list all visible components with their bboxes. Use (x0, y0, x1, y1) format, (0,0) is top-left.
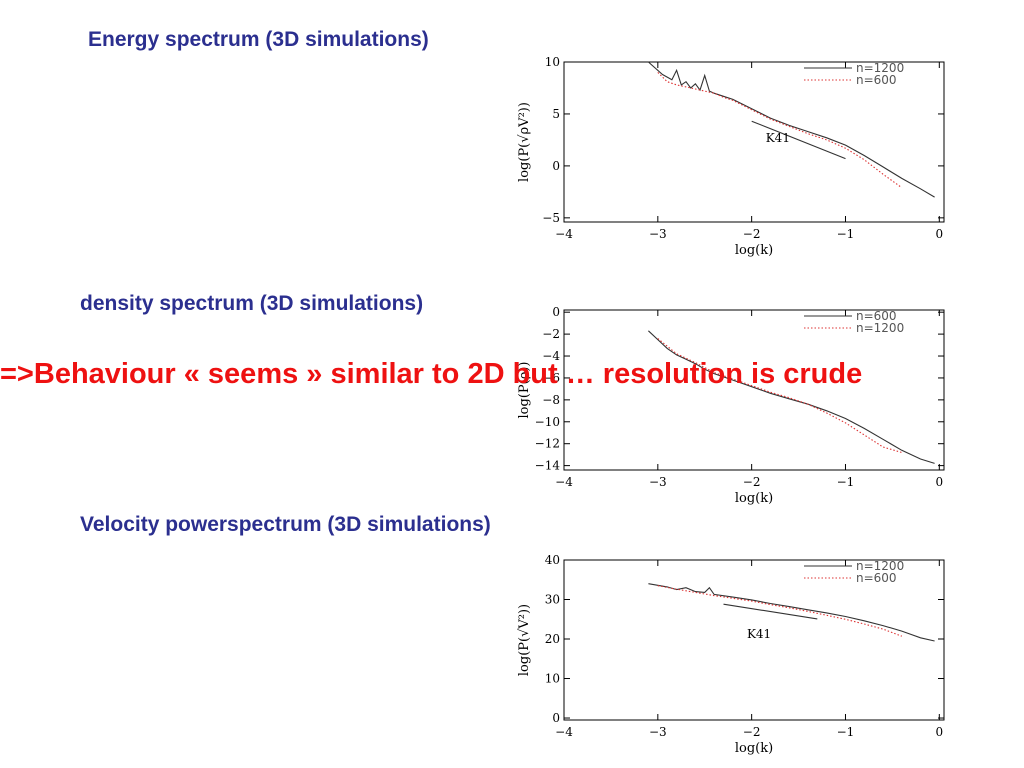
behaviour-note: =>Behaviour « seems » similar to 2D but … (0, 358, 863, 390)
reference-line-k41 (723, 603, 818, 620)
y-tick-label: −8 (542, 393, 560, 407)
velocity-powerspectrum-heading: Velocity powerspectrum (3D simulations) (80, 513, 491, 536)
x-tick-label: −2 (743, 725, 761, 739)
x-axis-label: log(k) (735, 243, 773, 258)
y-tick-label: 20 (545, 632, 560, 646)
y-tick-label: 0 (552, 305, 560, 319)
annotation-k41: K41 (747, 627, 771, 641)
series-line-solid (648, 330, 935, 464)
y-tick-label: −10 (535, 415, 560, 429)
x-tick-label: −2 (743, 475, 761, 489)
legend-label: n=600 (856, 571, 897, 585)
legend-label: n=600 (856, 73, 897, 87)
y-tick-label: −6 (542, 371, 560, 385)
x-tick-label: −4 (555, 725, 573, 739)
plot-frame (563, 61, 945, 223)
x-tick-label: −4 (555, 475, 573, 489)
legend-label: n=1200 (856, 61, 904, 75)
x-tick-label: −3 (649, 725, 667, 739)
y-axis-label: log(P(√V²)) (517, 604, 532, 676)
plot-frame (563, 309, 945, 471)
y-tick-label: 40 (545, 553, 560, 567)
x-tick-label: 0 (935, 725, 943, 739)
velocity-powerspectrum-chart: −4 −3 −2 −1 0 40 30 20 10 0 log(k) log(P(√V²)) n=120… (517, 553, 945, 756)
x-tick-label: 0 (935, 227, 943, 241)
series-line-solid (648, 61, 935, 198)
annotation-k41: K41 (766, 131, 790, 145)
x-tick-label: −1 (837, 227, 855, 241)
y-axis-label: log(P(ρ)) (517, 362, 532, 419)
y-tick-label: 30 (545, 593, 560, 607)
series-line-dotted (657, 72, 903, 189)
y-tick-label: −5 (542, 211, 560, 225)
density-spectrum-chart: −4 −3 −2 −1 00−2−4−6−8−10−12−14log(k)log(P(ρ… (517, 305, 945, 506)
x-tick-label: −4 (555, 227, 573, 241)
legend-label: n=1200 (856, 559, 904, 573)
x-tick-label: −1 (837, 725, 855, 739)
y-tick-label: 0 (552, 159, 560, 173)
series-line-solid (648, 583, 935, 642)
series-line-dotted (657, 585, 902, 637)
x-tick-label: −1 (837, 475, 855, 489)
y-tick-label: 0 (552, 711, 560, 725)
x-tick-label: −3 (649, 475, 667, 489)
y-axis-label: log(P(√ρV²)) (517, 102, 532, 182)
y-tick-label: 5 (552, 107, 560, 121)
energy-spectrum-heading: Energy spectrum (3D simulations) (88, 28, 429, 51)
plot-frame (563, 559, 945, 721)
y-tick-label: 10 (545, 55, 560, 69)
x-axis-label: log(k) (735, 491, 773, 506)
energy-spectrum-chart: −4 −3 −2 −1 0 10 5 0 −5 log(k) log(P(√ρV²)) n=1200n… (517, 55, 945, 258)
y-tick-label: −4 (542, 349, 560, 363)
legend-label: n=600 (856, 309, 897, 323)
reference-line-k41 (751, 120, 846, 160)
x-axis-label: log(k) (735, 741, 773, 756)
legend-label: n=1200 (856, 321, 904, 335)
y-tick-label: 10 (545, 672, 560, 686)
x-tick-label: −2 (743, 227, 761, 241)
y-tick-label: −14 (535, 459, 561, 473)
y-tick-label: −12 (535, 437, 560, 451)
x-tick-label: −3 (649, 227, 667, 241)
density-spectrum-heading: density spectrum (3D simulations) (80, 292, 424, 315)
x-tick-label: 0 (935, 475, 943, 489)
y-tick-label: −2 (542, 327, 560, 341)
